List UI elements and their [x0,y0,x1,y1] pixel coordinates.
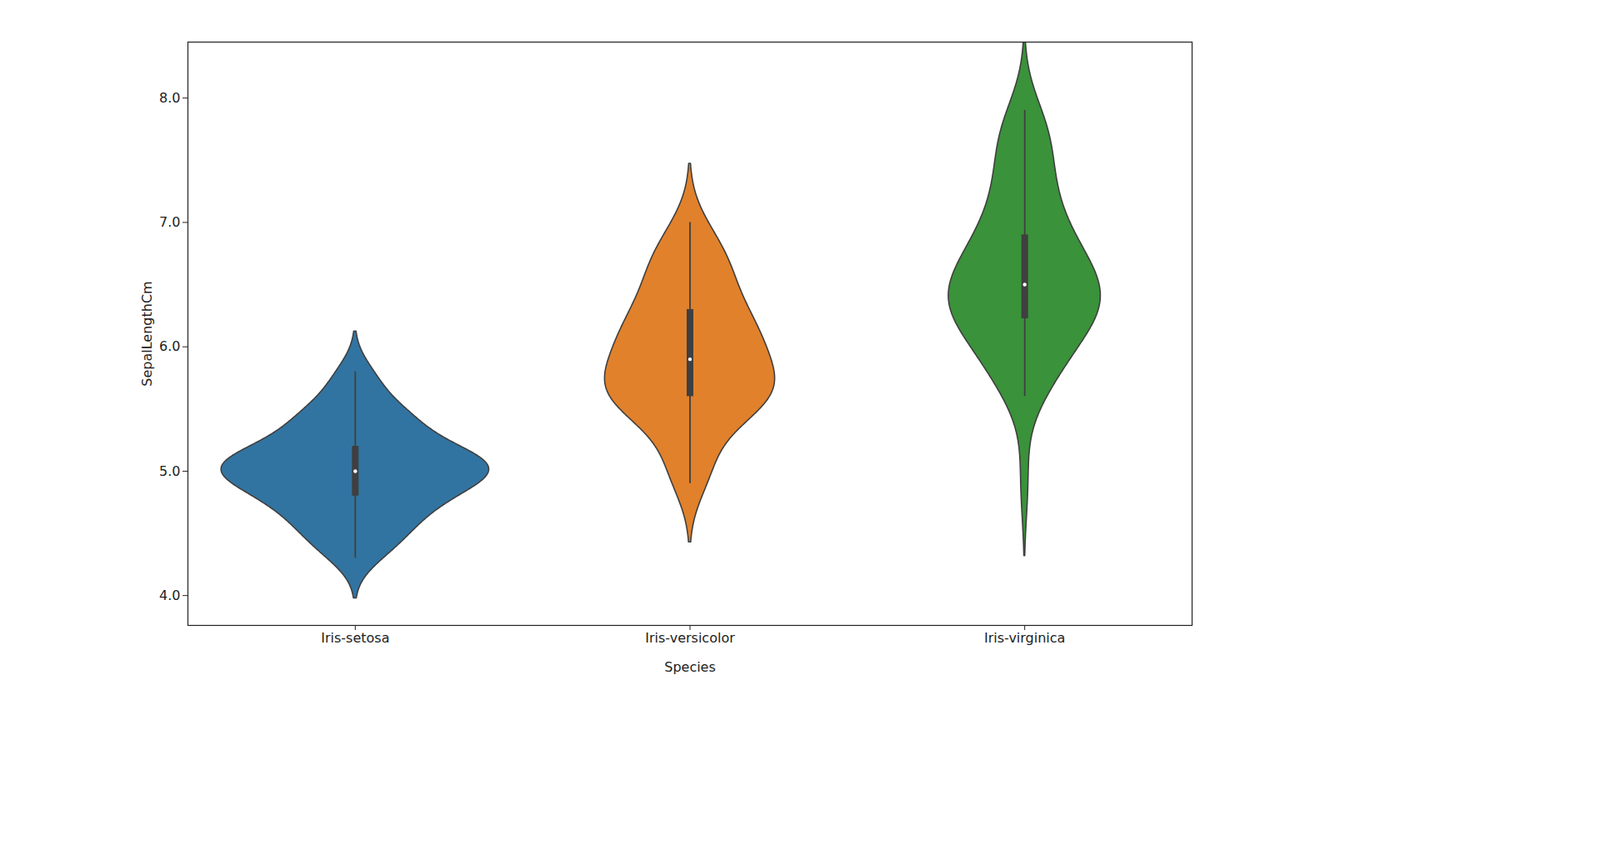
svg-text:SepalLengthCm: SepalLengthCm [139,280,155,386]
svg-text:Species: Species [664,659,716,675]
svg-text:7.0: 7.0 [159,214,180,230]
svg-text:5.0: 5.0 [159,463,180,480]
svg-text:Iris-versicolor: Iris-versicolor [645,630,735,646]
svg-text:Iris-setosa: Iris-setosa [320,630,390,646]
svg-text:Iris-virginica: Iris-virginica [984,630,1065,646]
svg-text:8.0: 8.0 [159,90,180,106]
svg-text:4.0: 4.0 [159,587,180,604]
svg-text:6.0: 6.0 [159,338,180,355]
